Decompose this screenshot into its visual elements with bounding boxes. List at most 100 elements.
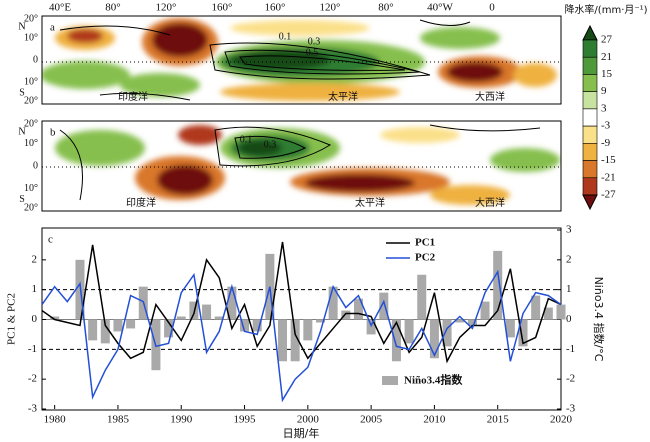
- bar: [126, 319, 136, 329]
- bar: [214, 316, 224, 320]
- lat-label: 20°: [24, 118, 38, 129]
- x-tick-label: 1985: [107, 414, 130, 426]
- colorbar-swatch: [582, 125, 598, 144]
- bar: [531, 295, 541, 320]
- colorbar-title: 降水率/(mm·月⁻¹): [564, 3, 647, 16]
- bar: [480, 301, 490, 320]
- lon-label: 80°: [378, 2, 393, 14]
- colorbar-tick-label: -21: [601, 171, 616, 183]
- lon-label: 40°E: [49, 2, 71, 14]
- lon-label: 120°: [320, 2, 341, 14]
- colorbar-swatch: [582, 160, 598, 179]
- lat-label: 20°: [24, 13, 38, 24]
- y-tick-label: 2: [32, 253, 38, 265]
- bar: [164, 319, 174, 338]
- x-tick-label: 1995: [234, 414, 257, 426]
- x-tick-label: 2020: [550, 414, 573, 426]
- y2-tick-label: -1: [566, 343, 575, 355]
- legend-label: PC1: [415, 237, 435, 249]
- map-a: [42, 18, 561, 101]
- bar: [442, 319, 452, 347]
- bar: [455, 319, 465, 323]
- colorbar-swatch: [582, 39, 598, 58]
- legend-label: Niño3.4指数: [404, 373, 463, 387]
- y-tick-label: -3: [28, 403, 38, 415]
- colorbar-swatch: [582, 74, 598, 92]
- lat-label: 20°: [24, 95, 38, 106]
- bar: [240, 319, 250, 332]
- bar: [518, 319, 528, 347]
- bar: [328, 286, 338, 320]
- bar: [505, 319, 515, 338]
- colorbar-swatch: [582, 143, 598, 161]
- bar: [252, 319, 262, 332]
- lat-label: 10°: [24, 183, 38, 194]
- bar: [556, 304, 566, 320]
- lon-label: 80°: [105, 2, 120, 14]
- ocean-label: 大西洋: [475, 90, 505, 103]
- x-tick-label: 1990: [170, 414, 193, 426]
- bar: [404, 319, 414, 344]
- bar: [391, 319, 401, 362]
- ocean-label: 印度洋: [118, 90, 148, 103]
- lon-label: 0: [489, 2, 495, 14]
- y2-tick-label: 0: [566, 313, 572, 325]
- contour-label: 0.3: [308, 36, 321, 47]
- ocean-label: 太平洋: [328, 90, 358, 103]
- x-axis-label: 日期/年: [283, 426, 320, 440]
- contour-label: 0.1: [240, 134, 253, 145]
- map-frame: [41, 15, 562, 105]
- bar: [341, 310, 351, 320]
- colorbar-swatch: [582, 177, 598, 196]
- x-tick-label: 2015: [487, 414, 510, 426]
- bar: [290, 319, 300, 362]
- lat-label: 10°: [24, 138, 38, 149]
- y2-tick-label: 1: [566, 283, 572, 295]
- legend-swatch: [382, 376, 398, 385]
- panel-label: a: [50, 22, 55, 34]
- lon-label: 160°: [265, 2, 286, 14]
- y-tick-label: 1: [32, 283, 38, 295]
- bar: [100, 319, 110, 344]
- colorbar-swatch: [582, 108, 598, 127]
- bar: [493, 250, 503, 320]
- colorbar-tick-label: 9: [601, 85, 607, 97]
- x-tick-label: 2000: [297, 414, 320, 426]
- y2-tick-label: -3: [566, 403, 576, 415]
- line: [41, 241, 562, 364]
- lat-label: 0: [33, 160, 38, 171]
- y-tick-label: -2: [28, 373, 37, 385]
- bar: [88, 319, 98, 341]
- lat-label: 0: [33, 54, 38, 65]
- panel-label: c: [48, 234, 53, 246]
- y2-tick-label: 2: [566, 253, 572, 265]
- y2-tick-label: -2: [566, 373, 575, 385]
- lat-label: 10°: [24, 32, 38, 43]
- bar: [176, 316, 186, 320]
- lon-label: 40°W: [427, 2, 453, 14]
- contour-label: 0.3: [264, 139, 277, 150]
- bar: [429, 319, 439, 359]
- y-axis-label: PC1 & PC2: [6, 293, 18, 345]
- bar: [278, 319, 288, 362]
- colorbar-tick-label: 15: [601, 68, 613, 80]
- colorbar-cap: [582, 24, 598, 41]
- ocean-label: 大西洋: [475, 196, 505, 209]
- y2-tick-label: 3: [566, 224, 572, 236]
- panel-label: b: [50, 127, 56, 139]
- bar: [303, 319, 313, 341]
- map-b: [42, 124, 561, 205]
- legend-label: PC2: [415, 252, 436, 264]
- colorbar-tick-label: -15: [601, 154, 616, 166]
- colorbar-cap: [582, 194, 598, 211]
- colorbar-tick-label: 27: [601, 34, 613, 46]
- colorbar-swatch: [582, 56, 598, 75]
- bar: [227, 286, 237, 320]
- line: [41, 269, 562, 403]
- lon-label: 160°: [212, 2, 233, 14]
- y-tick-label: 0: [32, 313, 38, 325]
- contour-label: 0.1: [279, 31, 292, 42]
- colorbar-tick-label: -9: [601, 137, 611, 149]
- colorbar-tick-label: -3: [601, 120, 611, 132]
